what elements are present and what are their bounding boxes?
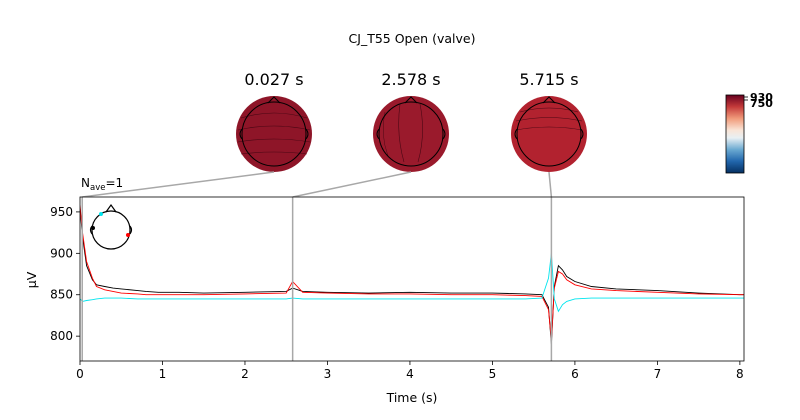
connector-3 (548, 171, 553, 198)
nave-label: Nave=1 (81, 176, 123, 193)
series-line-3 (80, 253, 744, 313)
topomap-2 (373, 96, 449, 172)
x-tick-label: 7 (654, 367, 662, 381)
series-line-2 (80, 205, 744, 341)
y-tick-label: 950 (50, 205, 73, 219)
sensor-dot-black (91, 226, 95, 230)
x-axis-ticks: 0 1 2 3 4 5 6 7 8 (76, 361, 744, 381)
colorbar-tick-label-1: 930 (750, 91, 773, 104)
y-axis-label: µV (24, 271, 39, 288)
plot-frame (79, 196, 745, 362)
x-tick-label: 3 (324, 367, 332, 381)
topomap-connectors (82, 171, 553, 198)
x-axis-label: Time (s) (386, 390, 438, 405)
sensor-inset (89, 203, 133, 250)
x-tick-label: 5 (489, 367, 497, 381)
nave-label-sub: ave (90, 183, 105, 193)
sensor-dot-red (126, 233, 130, 237)
colorbar: 930 750 (725, 91, 773, 174)
connector-1 (82, 171, 275, 198)
nave-label-value: =1 (105, 176, 123, 190)
time-markers (81, 197, 553, 361)
topomap-label-1: 0.027 s (244, 70, 303, 89)
x-tick-label: 1 (159, 367, 167, 381)
nave-label-n: N (81, 176, 90, 190)
series-line-1 (80, 207, 744, 345)
topomap-label-2: 2.578 s (381, 70, 440, 89)
topomap-3 (511, 96, 587, 172)
x-tick-label: 6 (571, 367, 579, 381)
figure-title: CJ_T55 Open (valve) (349, 31, 476, 46)
sensor-dot-cyan (99, 212, 103, 216)
x-tick-label: 2 (241, 367, 249, 381)
connector-2 (292, 171, 412, 198)
topomap-label-3: 5.715 s (519, 70, 578, 89)
x-tick-label: 8 (736, 367, 744, 381)
y-tick-label: 800 (50, 329, 73, 343)
series-layer (80, 205, 744, 345)
y-axis-ticks: 800 850 900 950 (50, 205, 80, 343)
x-tick-label: 4 (406, 367, 414, 381)
y-tick-label: 850 (50, 288, 73, 302)
colorbar-tick-label-2: 750 (750, 97, 773, 110)
y-tick-label: 900 (50, 246, 73, 260)
plot-area (80, 197, 744, 361)
topomap-1 (236, 96, 312, 172)
x-tick-label: 0 (76, 367, 84, 381)
